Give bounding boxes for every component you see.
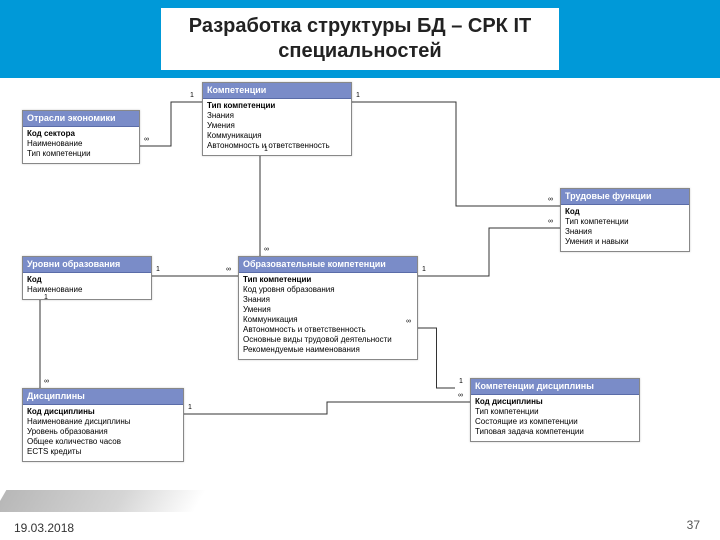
table-otrasli[interactable]: Отрасли экономикиКод сектораНаименование…: [22, 110, 140, 164]
cardinality: 1: [188, 404, 192, 411]
table-kompetencii[interactable]: КомпетенцииТип компетенцииЗнанияУменияКо…: [202, 82, 352, 156]
table-header: Уровни образования: [23, 257, 151, 273]
header-bar: Разработка структуры БД – СРК IT специал…: [0, 0, 720, 78]
cardinality: ∞: [44, 378, 49, 385]
table-header: Образовательные компетенции: [239, 257, 417, 273]
field: Код: [565, 207, 685, 217]
table-body: КодНаименование: [23, 273, 151, 299]
cardinality: 1: [44, 294, 48, 301]
cardinality: ∞: [264, 246, 269, 253]
field: Общее количество часов: [27, 437, 179, 447]
page-number: 37: [687, 518, 700, 532]
cardinality: 1: [156, 266, 160, 273]
field: Типовая задача компетенции: [475, 427, 635, 437]
cardinality: 1: [356, 92, 360, 99]
footer-date: 19.03.2018: [14, 521, 74, 535]
field: Состоящие из компетенции: [475, 417, 635, 427]
field: ECTS кредиты: [27, 447, 179, 457]
field: Уровень образования: [27, 427, 179, 437]
cardinality: ∞: [548, 196, 553, 203]
field: Коммуникация: [243, 315, 413, 325]
field: Наименование: [27, 139, 135, 149]
field: Умения: [243, 305, 413, 315]
field: Тип компетенции: [27, 149, 135, 159]
field: Автономность и ответственность: [243, 325, 413, 335]
field: Код уровня образования: [243, 285, 413, 295]
cardinality: ∞: [144, 136, 149, 143]
field: Умения: [207, 121, 347, 131]
table-header: Отрасли экономики: [23, 111, 139, 127]
field: Автономность и ответственность: [207, 141, 347, 151]
table-body: КодТип компетенцииЗнанияУмения и навыки: [561, 205, 689, 251]
table-obraz[interactable]: Образовательные компетенцииТип компетенц…: [238, 256, 418, 360]
cardinality: ∞: [226, 266, 231, 273]
table-disc[interactable]: ДисциплиныКод дисциплиныНаименование дис…: [22, 388, 184, 462]
cardinality: 1: [264, 146, 268, 153]
diagram-canvas: Отрасли экономикиКод сектораНаименование…: [0, 78, 720, 483]
field: Тип компетенции: [565, 217, 685, 227]
field: Знания: [207, 111, 347, 121]
table-body: Код сектораНаименованиеТип компетенции: [23, 127, 139, 163]
field: Наименование дисциплины: [27, 417, 179, 427]
field: Тип компетенции: [207, 101, 347, 111]
decorative-shadow: [0, 490, 206, 512]
table-body: Код дисциплиныНаименование дисциплиныУро…: [23, 405, 183, 461]
cardinality: ∞: [458, 392, 463, 399]
title-line1: Разработка структуры БД – СРК IT: [189, 15, 531, 37]
table-body: Тип компетенцииКод уровня образованияЗна…: [239, 273, 417, 359]
field: Код дисциплины: [27, 407, 179, 417]
field: Код сектора: [27, 129, 135, 139]
table-header: Компетенции дисциплины: [471, 379, 639, 395]
title-line2: специальностей: [278, 40, 441, 62]
field: Коммуникация: [207, 131, 347, 141]
table-header: Трудовые функции: [561, 189, 689, 205]
field: Умения и навыки: [565, 237, 685, 247]
field: Рекомендуемые наименования: [243, 345, 413, 355]
field: Тип компетенции: [475, 407, 635, 417]
table-kompdisc[interactable]: Компетенции дисциплиныКод дисциплиныТип …: [470, 378, 640, 442]
cardinality: 1: [422, 266, 426, 273]
field: Знания: [565, 227, 685, 237]
field: Код дисциплины: [475, 397, 635, 407]
cardinality: 1: [190, 92, 194, 99]
cardinality: ∞: [406, 318, 411, 325]
slide-title: Разработка структуры БД – СРК IT специал…: [189, 14, 531, 64]
table-body: Код дисциплиныТип компетенцииСостоящие и…: [471, 395, 639, 441]
field: Код: [27, 275, 147, 285]
table-urovni[interactable]: Уровни образованияКодНаименование: [22, 256, 152, 300]
cardinality: ∞: [548, 218, 553, 225]
field: Тип компетенции: [243, 275, 413, 285]
title-box: Разработка структуры БД – СРК IT специал…: [161, 8, 559, 70]
table-header: Компетенции: [203, 83, 351, 99]
field: Основные виды трудовой деятельности: [243, 335, 413, 345]
cardinality: 1: [459, 378, 463, 385]
table-header: Дисциплины: [23, 389, 183, 405]
field: Знания: [243, 295, 413, 305]
table-body: Тип компетенцииЗнанияУменияКоммуникацияА…: [203, 99, 351, 155]
table-trud[interactable]: Трудовые функцииКодТип компетенцииЗнания…: [560, 188, 690, 252]
